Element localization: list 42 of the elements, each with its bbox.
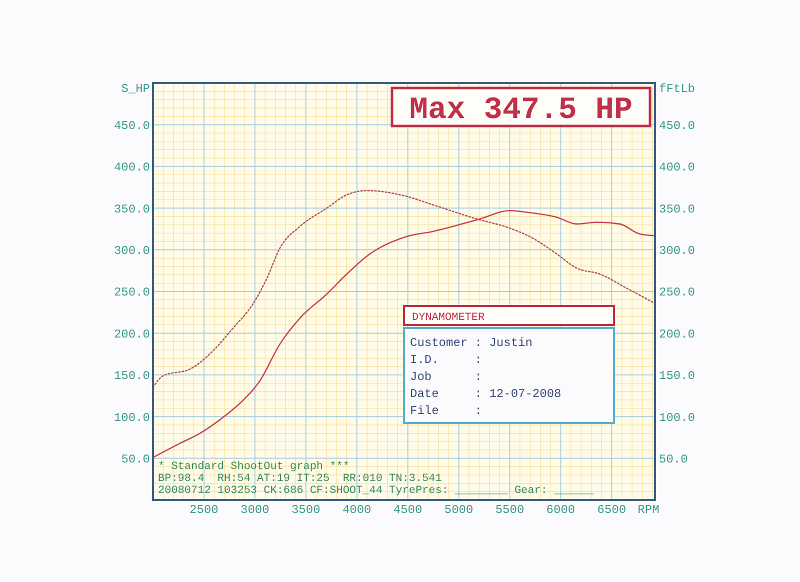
- x-tick-label: 2500: [190, 503, 218, 517]
- y-axis-title: S_HP: [121, 82, 150, 96]
- y-tick-label: 350.0: [114, 202, 150, 216]
- y2-tick-label: 150.0: [659, 369, 696, 384]
- y2-tick-label: 400.0: [659, 160, 696, 175]
- annotation: 20080712 103253 CK:686 CF:SHOOT_44 TyrePres: ________ Gear: ______: [158, 485, 594, 497]
- y-tick-label: 300.0: [114, 244, 150, 258]
- y-tick-label: 100.0: [114, 410, 150, 425]
- y2-tick-label: 250.0: [659, 286, 696, 300]
- x-tick-label: 3000: [240, 503, 270, 517]
- y2-tick-label: 350.0: [659, 202, 696, 216]
- y2-tick-label: 300.0: [659, 244, 696, 258]
- y2-tick-label: 50.0: [659, 452, 688, 466]
- annotation: File :: [410, 404, 482, 418]
- y-tick-label: 450.0: [114, 118, 150, 133]
- annotation: Customer : Justin: [410, 336, 532, 350]
- chart-title: Max 347.5 HP: [409, 93, 633, 128]
- x-axis-title: RPM: [638, 503, 660, 517]
- annotation: I.D. :: [410, 353, 482, 367]
- line-series: [152, 210, 656, 458]
- line-series: [152, 190, 656, 388]
- y2-tick-label: 200.0: [659, 327, 696, 342]
- x-tick-label: 5000: [444, 503, 474, 517]
- x-tick-label: 6500: [597, 503, 626, 517]
- y-tick-label: 400.0: [114, 160, 150, 175]
- y2-tick-label: 450.0: [659, 118, 696, 133]
- y2-tick-label: 100.0: [659, 410, 696, 425]
- y-tick-label: 150.0: [114, 369, 150, 384]
- y-tick-label: 50.0: [121, 452, 150, 466]
- annotation: * Standard ShootOut graph ***: [158, 461, 350, 473]
- annotation: BP:98.4 RH:54 AT:19 IT:25 RR:010 TN:3.541: [158, 473, 442, 485]
- x-tick-label: 6000: [546, 503, 576, 517]
- annotation: Job :: [410, 370, 482, 384]
- annotation: DYNAMOMETER: [412, 312, 486, 324]
- y-tick-label: 250.0: [114, 286, 150, 300]
- x-tick-label: 4500: [393, 503, 422, 517]
- annotation: Date : 12-07-2008: [410, 387, 562, 401]
- x-tick-label: 5500: [495, 503, 524, 517]
- y2-axis-title: fFtLb: [659, 82, 696, 96]
- x-tick-label: 3500: [291, 503, 320, 517]
- x-tick-label: 4000: [342, 503, 372, 517]
- y-tick-label: 200.0: [114, 327, 150, 342]
